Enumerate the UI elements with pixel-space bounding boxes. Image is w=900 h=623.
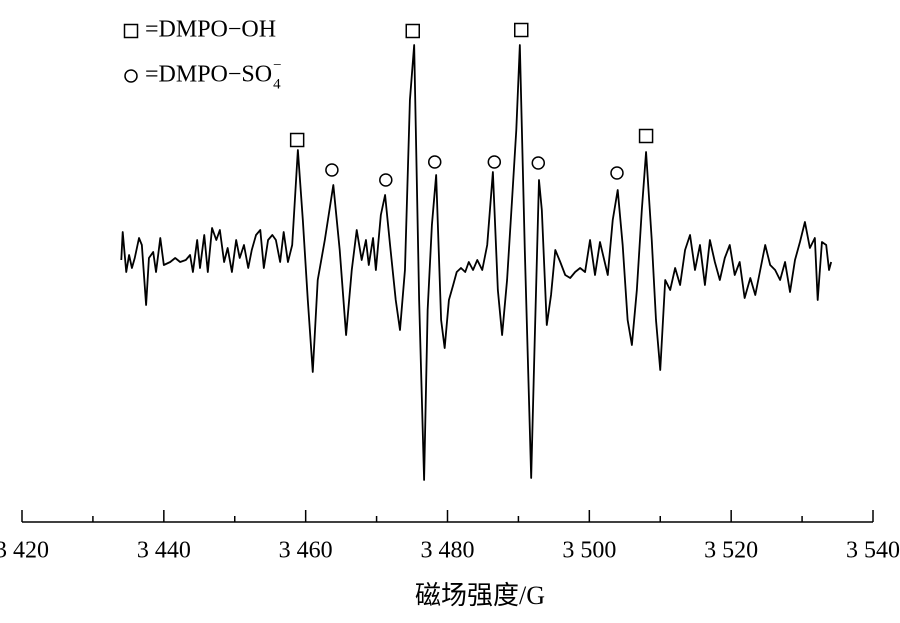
- legend-label: =DMPO−SO: [145, 62, 272, 88]
- spectrum-line: [120, 44, 833, 481]
- x-tick-label: 3 500: [562, 538, 616, 564]
- peak-marker: [514, 22, 529, 38]
- peak-marker: [427, 155, 442, 169]
- peak-marker: [289, 132, 305, 148]
- x-tick-label: 3 480: [421, 538, 475, 564]
- x-tick-label: 3 420: [0, 538, 49, 564]
- x-tick-label: 3 520: [704, 538, 758, 564]
- peak-marker: [405, 23, 421, 39]
- x-tick-label: 3 540: [846, 538, 900, 564]
- peak-marker: [379, 173, 393, 187]
- legend-symbol: [123, 23, 139, 39]
- legend-subscript: 4: [273, 76, 281, 92]
- x-tick-label: 3 440: [137, 538, 191, 564]
- x-axis-label: 磁场强度/G: [415, 581, 545, 610]
- peak-marker: [325, 163, 339, 177]
- peak-marker: [531, 156, 546, 170]
- x-tick-label: 3 460: [279, 538, 333, 564]
- legend-superscript: −: [273, 57, 281, 73]
- legend-label: =DMPO−OH: [145, 17, 276, 43]
- peak-marker: [638, 128, 654, 144]
- peak-marker: [487, 155, 502, 169]
- peak-marker: [610, 166, 624, 180]
- legend-symbol: [124, 69, 138, 83]
